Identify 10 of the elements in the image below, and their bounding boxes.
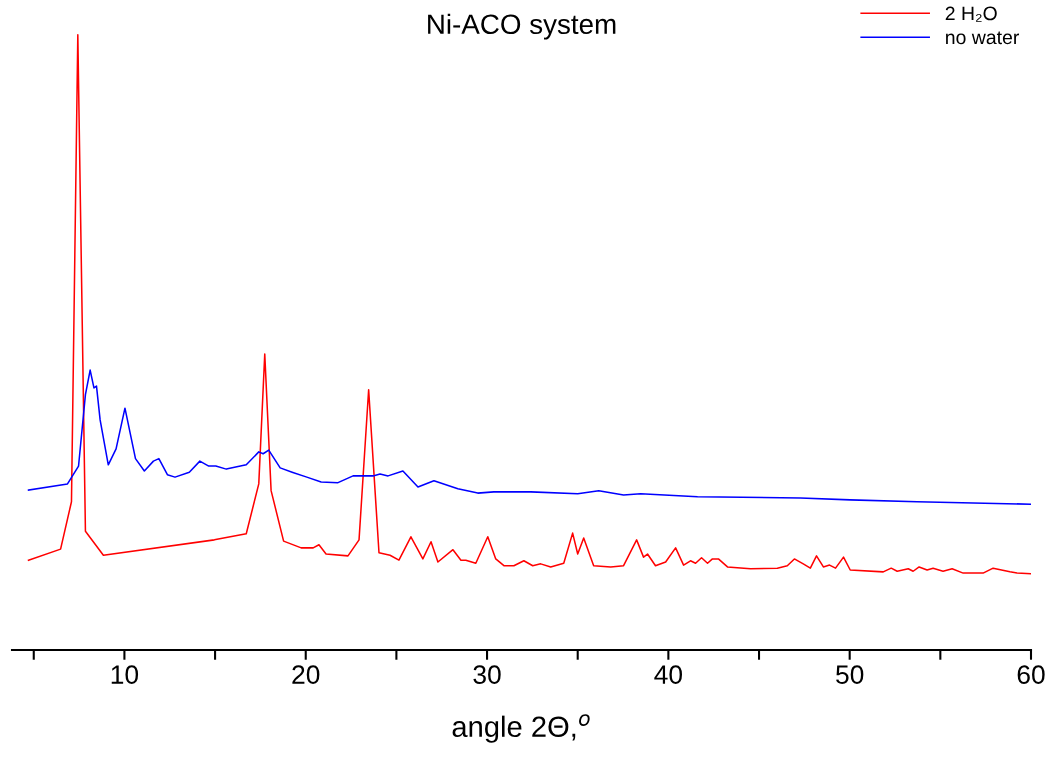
x-axis-title: angle 2Θ,$^{o}$ (452, 714, 590, 743)
chart-title: Ni-ACO system (428, 13, 616, 40)
x-tick-label: 50 (836, 665, 864, 684)
x-tick-label: 60 (1017, 665, 1045, 684)
x-tick-label: 40 (654, 665, 683, 684)
legend-label: no water (946, 31, 1020, 45)
legend-label: 2 H₂O (945, 6, 997, 22)
x-tick-label: 10 (111, 665, 139, 684)
x-tick-label: 20 (292, 665, 320, 684)
x-tick-label: 30 (473, 665, 501, 684)
